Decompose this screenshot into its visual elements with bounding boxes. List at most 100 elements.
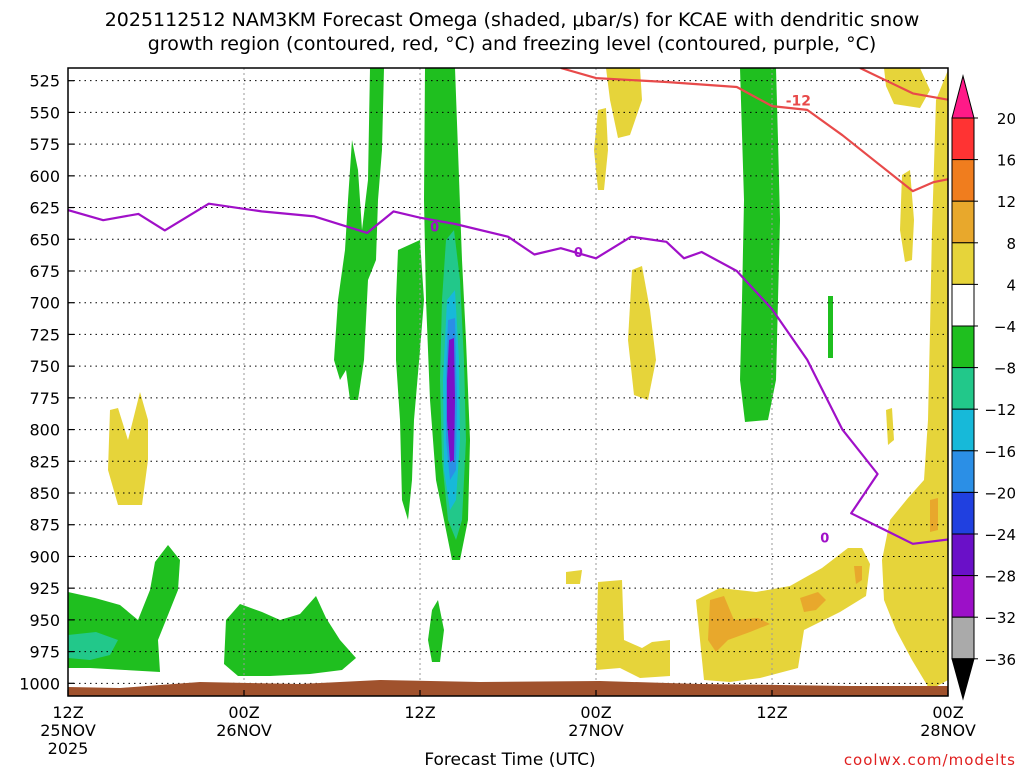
y-axis: 525 550 575 600 625 650 675 700 725 750 775 800 825 8…	[19, 72, 74, 693]
x-tick-label: 00Z	[932, 703, 963, 722]
colorbar-swatch	[951, 575, 975, 618]
y-tick-label: 900	[29, 547, 60, 566]
colorbar-swatch	[951, 283, 975, 327]
y-tick-label: 875	[29, 516, 60, 535]
y-tick-label: 750	[29, 357, 60, 376]
colorbar-swatch	[951, 491, 975, 535]
x-axis-label: Forecast Time (UTC)	[424, 750, 595, 768]
x-tick-label: 2025	[48, 739, 89, 758]
omega-region-green	[396, 240, 424, 520]
y-tick-label: 625	[29, 199, 60, 218]
colorbar-label: −32	[984, 609, 1016, 627]
colorbar-label: −8	[994, 360, 1016, 378]
colorbar-label: 16	[997, 152, 1016, 170]
colorbar-swatch	[951, 159, 975, 202]
contour-label: 0	[820, 531, 829, 546]
y-tick-label: 975	[29, 643, 60, 662]
colorbar-label: 12	[997, 193, 1016, 211]
contour-line	[68, 202, 948, 545]
omega-region-yellow	[108, 392, 148, 505]
colorbar-swatch	[951, 117, 975, 161]
omega-region-purple	[447, 338, 455, 462]
y-tick-label: 700	[29, 294, 60, 313]
omega-region-green	[334, 68, 384, 400]
chart-title-line1: 2025112512 NAM3KM Forecast Omega (shaded…	[105, 9, 920, 31]
omega-region-yellow	[882, 70, 948, 690]
contour-label: 0	[430, 221, 439, 236]
x-tick-label: 12Z	[404, 703, 435, 722]
contour-line	[859, 68, 948, 101]
colorbar-label: 8	[1006, 235, 1016, 253]
y-tick-label: 800	[29, 421, 60, 440]
omega-region-yellow	[696, 548, 870, 682]
contour-label: -12	[786, 94, 811, 110]
colorbar-swatch	[951, 450, 975, 493]
omega-region-orange	[800, 592, 826, 612]
omega-shading	[68, 68, 948, 690]
colorbar-label: −16	[984, 443, 1016, 461]
colorbar-swatch	[951, 616, 975, 660]
omega-region-yellow	[606, 68, 642, 138]
ground-surface	[68, 680, 948, 696]
y-tick-label: 600	[29, 167, 60, 186]
omega-region-orange	[930, 498, 938, 532]
omega-region-yellow	[594, 108, 608, 190]
contour-label: 0	[574, 246, 583, 261]
colorbar: 20 16 12 8 4 −4 −8 −12 −16 −20 −24 −28 −32 −36	[951, 74, 1016, 701]
colorbar-label: 4	[1006, 276, 1016, 294]
colorbar-label: −28	[984, 568, 1016, 586]
y-tick-label: 650	[29, 230, 60, 249]
grid	[68, 68, 948, 696]
omega-region-orange	[854, 566, 862, 584]
omega-region-green	[740, 68, 780, 422]
colorbar-swatch	[951, 533, 975, 577]
x-tick-label: 25NOV	[40, 721, 96, 740]
colorbar-swatch	[951, 367, 975, 410]
colorbar-label: 20	[997, 110, 1016, 128]
x-tick-label: 27NOV	[568, 721, 624, 740]
omega-region-teal-low	[68, 632, 118, 660]
contour-line	[560, 68, 948, 193]
colorbar-swatch	[951, 408, 975, 452]
colorbar-label: −4	[994, 318, 1016, 336]
chart-title-line2: growth region (contoured, red, °C) and f…	[148, 33, 877, 55]
colorbar-label: −36	[984, 651, 1016, 669]
colorbar-swatch	[951, 200, 975, 244]
contours: 0 0 0 -12	[68, 68, 948, 546]
y-tick-label: 675	[29, 262, 60, 281]
x-tick-label: 00Z	[228, 703, 259, 722]
colorbar-label: −20	[984, 484, 1016, 502]
y-tick-label: 850	[29, 484, 60, 503]
y-tick-label: 575	[29, 135, 60, 154]
omega-region-orange	[708, 596, 770, 652]
x-tick-label: 12Z	[756, 703, 787, 722]
omega-region-yellow	[886, 408, 894, 445]
colorbar-label: −24	[984, 526, 1016, 544]
omega-region-green	[828, 296, 833, 358]
colorbar-swatch	[951, 325, 975, 369]
omega-region-green	[224, 596, 356, 676]
colorbar-swatch	[951, 658, 975, 701]
colorbar-swatch	[951, 242, 975, 285]
y-tick-label: 925	[29, 579, 60, 598]
colorbar-swatch	[951, 74, 975, 119]
omega-region-yellow	[566, 570, 582, 584]
credit-text: coolwx.com/modelts	[844, 751, 1016, 768]
x-tick-label: 12Z	[52, 703, 83, 722]
colorbar-label: −12	[984, 401, 1016, 419]
plot-frame	[67, 67, 949, 697]
y-tick-label: 775	[29, 389, 60, 408]
omega-region-green	[428, 600, 444, 662]
y-tick-label: 525	[29, 72, 60, 91]
y-tick-label: 825	[29, 452, 60, 471]
y-tick-label: 550	[29, 103, 60, 122]
x-tick-label: 00Z	[580, 703, 611, 722]
omega-region-yellow	[596, 580, 670, 678]
omega-region-yellow	[884, 68, 930, 108]
x-tick-label: 28NOV	[920, 721, 976, 740]
y-tick-label: 1000	[19, 674, 60, 693]
y-tick-label: 725	[29, 325, 60, 344]
x-tick-label: 26NOV	[216, 721, 272, 740]
